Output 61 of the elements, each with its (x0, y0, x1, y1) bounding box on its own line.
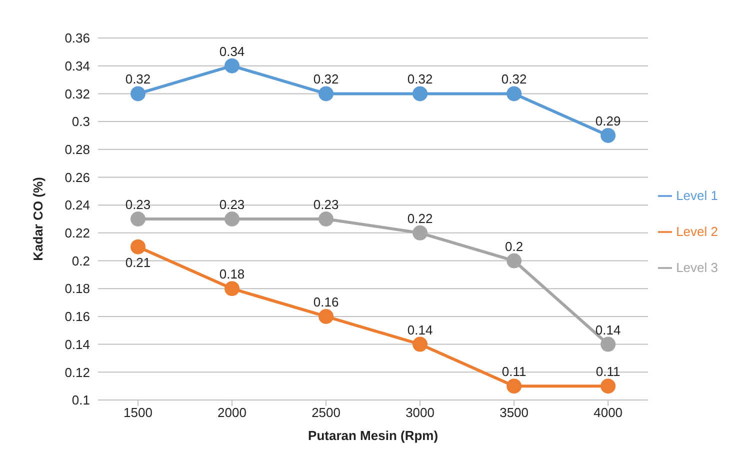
point (412, 86, 428, 102)
point (506, 86, 522, 102)
point (412, 225, 428, 240)
point (318, 86, 334, 102)
y-tick-label: 0.18 (64, 281, 90, 296)
data-label: 0.14 (407, 322, 433, 338)
point (224, 281, 240, 296)
y-tick-label: 0.28 (64, 142, 90, 157)
y-tick-label: 0.24 (64, 198, 90, 213)
y-tick-label: 0.12 (64, 364, 90, 380)
y-tick-label: 0.14 (64, 336, 90, 352)
data-label: 0.18 (219, 266, 245, 282)
x-tick-label: 4000 (594, 405, 623, 420)
point (600, 336, 616, 352)
data-label: 0.2 (505, 238, 524, 254)
data-label: 0.32 (407, 72, 433, 87)
point (224, 212, 240, 226)
point (130, 212, 146, 226)
data-label: 0.23 (219, 197, 245, 212)
point (506, 378, 522, 394)
x-tick-label: 3500 (500, 405, 529, 420)
y-tick-label: 0.2 (72, 253, 90, 268)
data-label: 0.16 (313, 294, 339, 310)
x-tick-label: 3000 (406, 405, 435, 420)
data-label: 0.34 (219, 44, 245, 59)
point (318, 308, 334, 324)
point (600, 128, 616, 143)
data-label: 0.14 (595, 322, 621, 338)
legend-label: Level 1 (676, 188, 718, 202)
data-label: 0.21 (125, 254, 151, 270)
x-axis-title: Putaran Mesin (Rpm) (308, 428, 438, 443)
data-label: 0.11 (596, 364, 620, 380)
data-label: 0.11 (502, 364, 526, 380)
y-tick-label: 0.36 (64, 30, 90, 46)
x-tick-label: 2000 (218, 405, 246, 420)
y-axis-title: Kadar CO (%) (30, 177, 46, 261)
data-label: 0.23 (125, 197, 151, 212)
data-label: 0.29 (595, 113, 621, 128)
data-label: 0.32 (313, 72, 339, 87)
data-label: 0.23 (313, 197, 339, 212)
point (130, 86, 146, 102)
point (506, 253, 522, 268)
y-tick-label: 0.1 (72, 392, 90, 408)
y-tick-label: 0.3 (72, 114, 90, 130)
y-tick-label: 0.32 (64, 86, 90, 102)
legend-label: Level 2 (676, 224, 718, 238)
data-label: 0.32 (501, 72, 527, 87)
y-tick-label: 0.34 (64, 58, 90, 74)
point (318, 212, 334, 226)
x-tick-label: 1500 (124, 405, 152, 420)
legend-label: Level 3 (676, 260, 718, 274)
x-tick-label: 2500 (312, 405, 340, 420)
data-label: 0.32 (125, 72, 151, 87)
y-tick-label: 0.26 (64, 170, 90, 185)
point (130, 239, 146, 254)
data-label: 0.22 (407, 210, 433, 226)
point (600, 378, 616, 394)
point (412, 336, 428, 352)
y-tick-label: 0.16 (64, 309, 90, 324)
point (224, 58, 240, 74)
y-tick-label: 0.22 (64, 226, 90, 241)
